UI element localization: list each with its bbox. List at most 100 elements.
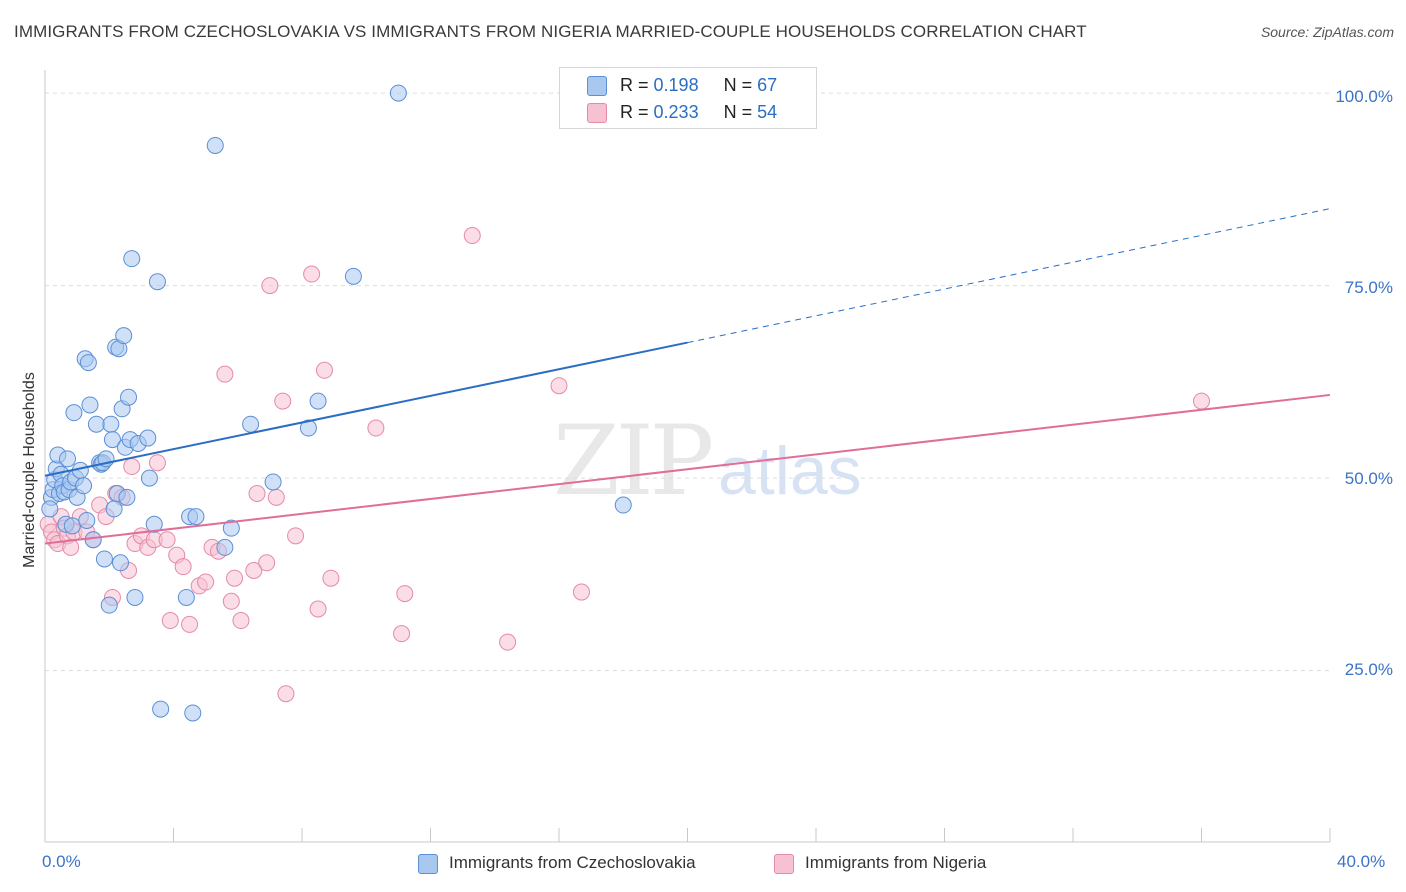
czechoslovakia-point (63, 517, 81, 535)
blue-legend-swatch (418, 854, 438, 874)
nigeria-point (158, 531, 176, 549)
y-tick-label-50: 50.0% (1344, 469, 1393, 488)
source-label: Source: ZipAtlas.com (1260, 24, 1394, 40)
legend-r-value: 0.198 (653, 75, 699, 95)
nigeria-point (267, 488, 285, 506)
nigeria-point (322, 569, 340, 587)
nigeria-point (367, 419, 385, 437)
czechoslovakia-point (152, 700, 170, 718)
correlation-legend: R = 0.198 N = 67 R = 0.233 N = 54 (559, 67, 817, 129)
pink-swatch (587, 103, 607, 123)
czechoslovakia-point (126, 588, 144, 606)
nigeria-point (226, 569, 244, 587)
nigeria-point (161, 612, 179, 630)
czechoslovakia-point (206, 136, 224, 154)
czechoslovakia-point (78, 511, 96, 529)
czechoslovakia-point (216, 538, 234, 556)
nigeria-point (148, 454, 166, 472)
nigeria-point (197, 573, 215, 591)
czechoslovakia-point (81, 396, 99, 414)
legend-n-value: 67 (757, 75, 778, 95)
y-axis-label: Married-couple Households (21, 372, 38, 568)
legend-n-value: 54 (757, 102, 778, 122)
x-tick-label-max: 40.0% (1337, 852, 1386, 871)
pink-legend-swatch (774, 854, 794, 874)
nigeria-point (245, 562, 263, 579)
nigeria-point (393, 625, 411, 643)
nigeria-point (499, 633, 517, 651)
bottom-legend-label: Immigrants from Nigeria (805, 853, 987, 872)
czechoslovakia-point (389, 84, 407, 102)
czechoslovakia-point (115, 327, 133, 345)
legend-r-label: R = (620, 102, 649, 122)
nigeria-point (277, 685, 295, 703)
watermark-zip: ZIP (553, 405, 714, 517)
blue-swatch (587, 76, 607, 96)
czechoslovakia-point (118, 488, 136, 506)
nigeria-point (303, 265, 321, 283)
czechoslovakia-point (79, 354, 97, 372)
czechoslovakia-point (299, 419, 317, 437)
chart-title: IMMIGRANTS FROM CZECHOSLOVAKIA VS IMMIGR… (14, 22, 1087, 41)
nigeria-point (248, 485, 266, 502)
czechoslovakia-point (84, 531, 102, 549)
nigeria-point (174, 558, 192, 576)
nigeria-point (222, 592, 240, 610)
nigeria-point (572, 583, 590, 601)
nigeria-point (123, 458, 141, 476)
czechoslovakia-point (111, 554, 129, 572)
x-tick-label-min: 0.0% (42, 852, 81, 871)
czechoslovakia-point (41, 500, 59, 518)
nigeria-point (216, 365, 234, 383)
czechoslovakia-point (614, 496, 632, 514)
czechoslovakia-point (120, 388, 138, 406)
nigeria-point (315, 361, 333, 379)
legend-n-label: N = (723, 75, 753, 95)
czechoslovakia-point (103, 431, 121, 449)
czechoslovakia-point (187, 508, 205, 526)
czechoslovakia-trend-line (44, 341, 688, 477)
nigeria-point (274, 392, 292, 410)
czechoslovakia-trend-extension (687, 208, 1331, 344)
czechoslovakia-point (145, 515, 163, 533)
y-tick-label-25: 25.0% (1344, 660, 1393, 679)
legend-n-label: N = (723, 102, 753, 122)
czechoslovakia-point (184, 704, 202, 722)
czechoslovakia-point (87, 415, 105, 433)
nigeria-point (309, 600, 327, 618)
czechoslovakia-point (264, 473, 282, 491)
czechoslovakia-point (65, 404, 83, 422)
czechoslovakia-point (309, 392, 327, 410)
y-tick-label-100: 100.0% (1335, 87, 1393, 106)
nigeria-point (287, 527, 305, 545)
nigeria-point (258, 554, 276, 572)
czechoslovakia-point (139, 429, 157, 447)
czechoslovakia-point (148, 273, 166, 291)
bottom-legend-label: Immigrants from Czechoslovakia (449, 853, 696, 872)
nigeria-point (232, 612, 250, 630)
czechoslovakia-point (95, 550, 113, 568)
czechoslovakia-point (222, 519, 240, 537)
nigeria-point (550, 377, 568, 395)
nigeria-point (261, 277, 279, 295)
czechoslovakia-point (100, 596, 118, 614)
watermark-atlas: atlas (718, 433, 862, 509)
czechoslovakia-point (344, 267, 362, 285)
legend-r-value: 0.233 (653, 102, 699, 122)
czechoslovakia-point (58, 450, 76, 468)
nigeria-point (1193, 392, 1210, 410)
nigeria-point (181, 615, 199, 633)
czechoslovakia-point (242, 415, 260, 433)
czechoslovakia-point (102, 415, 120, 433)
nigeria-point (463, 227, 481, 245)
y-tick-label-75: 75.0% (1344, 278, 1393, 297)
nigeria-trend-line (44, 393, 1331, 545)
czechoslovakia-point (123, 250, 141, 268)
czechoslovakia-point (140, 469, 158, 487)
czechoslovakia-point (105, 500, 123, 518)
czechoslovakia-point (177, 588, 195, 606)
legend-r-label: R = (620, 75, 649, 95)
nigeria-point (396, 585, 414, 603)
